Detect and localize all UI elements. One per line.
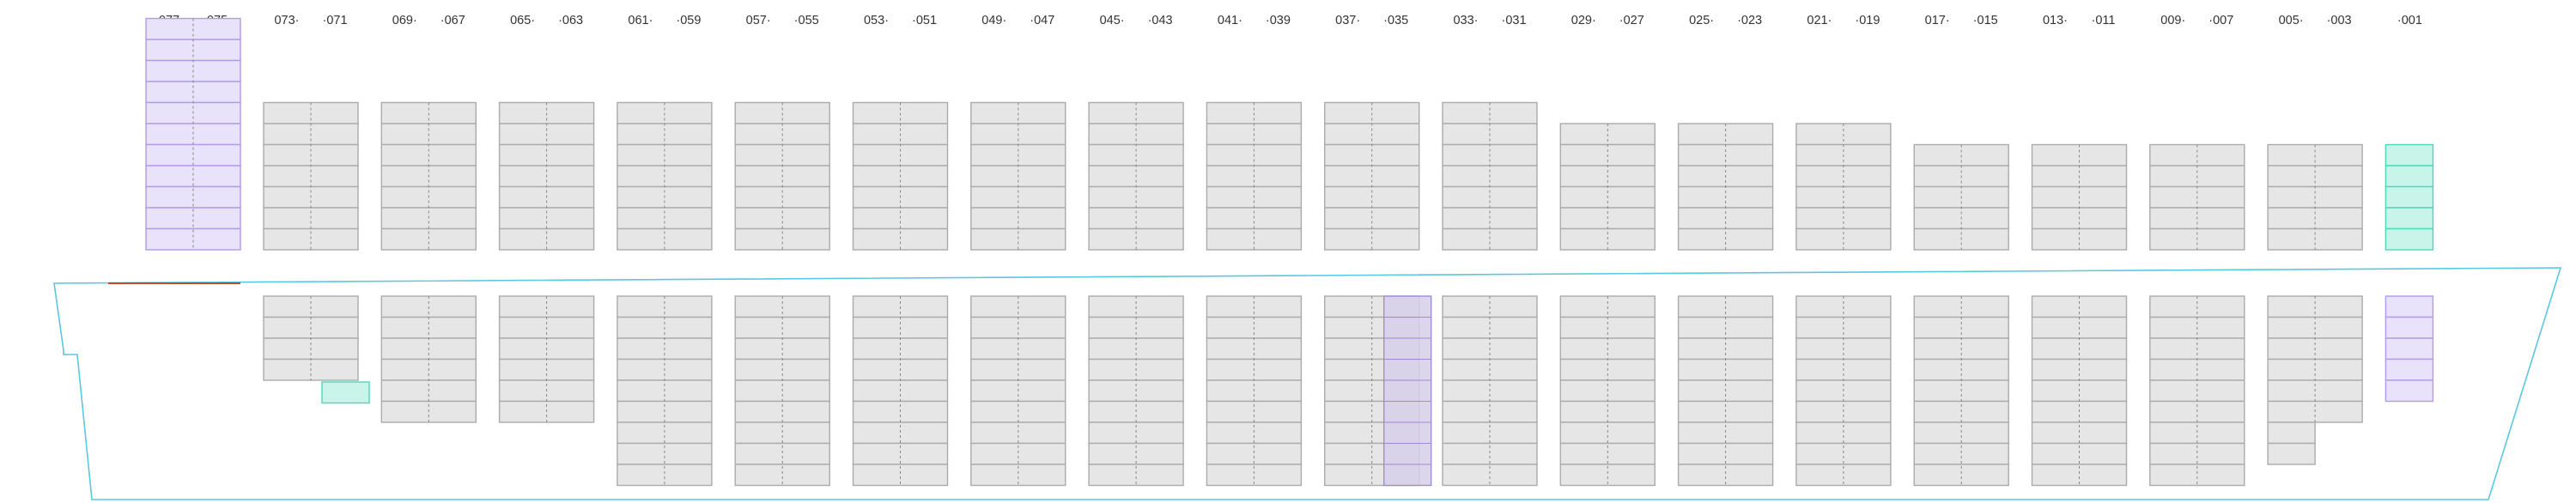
deck-slot[interactable] bbox=[2385, 143, 2434, 167]
bay-label: ·059 bbox=[676, 14, 701, 27]
hold-slot[interactable] bbox=[1206, 442, 1303, 465]
bay-061-059[interactable] bbox=[617, 101, 713, 487]
bay-label: ·043 bbox=[1148, 14, 1173, 27]
bay-label: ·027 bbox=[1619, 14, 1644, 27]
deck-slot[interactable] bbox=[2385, 227, 2434, 251]
bay-label: ·031 bbox=[1501, 14, 1526, 27]
bay-label: 009· bbox=[2160, 14, 2185, 27]
hold-slot[interactable] bbox=[2267, 442, 2316, 465]
bay-label: ·039 bbox=[1266, 14, 1291, 27]
bay-label: 057· bbox=[746, 14, 771, 27]
hold-slot[interactable] bbox=[2267, 421, 2316, 445]
bay-label: ·015 bbox=[1973, 14, 1998, 27]
bay-label: 029· bbox=[1571, 14, 1596, 27]
bay-045-043[interactable] bbox=[1088, 101, 1184, 487]
bay-label: 065· bbox=[510, 14, 535, 27]
bay-label: ·063 bbox=[558, 14, 583, 27]
bay-label: 021· bbox=[1807, 14, 1832, 27]
bay-label: 049· bbox=[981, 14, 1006, 27]
bay-025-023[interactable] bbox=[1677, 123, 1774, 487]
hold-slot[interactable] bbox=[2385, 379, 2434, 403]
bay-label: 037· bbox=[1335, 14, 1360, 27]
bay-009-007[interactable] bbox=[2149, 143, 2245, 487]
hold-slot[interactable] bbox=[380, 358, 477, 381]
hold-slot[interactable] bbox=[2385, 316, 2434, 339]
hold-slot[interactable] bbox=[2385, 358, 2434, 381]
bay-053-051[interactable] bbox=[852, 101, 949, 487]
bay-049-047[interactable] bbox=[970, 101, 1066, 487]
bay-label: ·001 bbox=[2397, 14, 2422, 27]
bay-label: ·035 bbox=[1383, 14, 1408, 27]
bay-labels: 077075073··071069··067065··063061··05905… bbox=[159, 14, 2422, 27]
hold-slot[interactable] bbox=[2385, 337, 2434, 361]
bay-057-055[interactable] bbox=[734, 101, 830, 487]
bay-001[interactable] bbox=[2385, 143, 2434, 403]
ship-hull bbox=[53, 267, 2562, 500]
bay-label: ·055 bbox=[794, 14, 819, 27]
bay-label: ·019 bbox=[1855, 14, 1880, 27]
bay-label: ·067 bbox=[440, 14, 465, 27]
bays bbox=[145, 17, 2434, 487]
hold-highlight-column[interactable] bbox=[1382, 295, 1432, 487]
hold-extra-slot[interactable] bbox=[321, 381, 370, 404]
deck-slot[interactable] bbox=[2385, 185, 2434, 209]
bay-017-015[interactable] bbox=[1913, 143, 2009, 487]
bay-label: 017· bbox=[1925, 14, 1950, 27]
bay-label: ·047 bbox=[1030, 14, 1054, 27]
bay-label: ·023 bbox=[1737, 14, 1762, 27]
bay-label: 061· bbox=[628, 14, 653, 27]
bay-label: 073· bbox=[274, 14, 299, 27]
bay-label: ·007 bbox=[2208, 14, 2233, 27]
bay-077-075[interactable] bbox=[145, 17, 241, 251]
hold-slot[interactable] bbox=[1088, 421, 1184, 445]
bay-029-027[interactable] bbox=[1559, 123, 1656, 487]
hull-outline bbox=[53, 267, 2562, 500]
bay-037-035[interactable] bbox=[1323, 101, 1432, 487]
bay-label: ·051 bbox=[912, 14, 937, 27]
bay-label: 005· bbox=[2279, 14, 2304, 27]
bay-065-063[interactable] bbox=[498, 101, 595, 423]
bay-021-019[interactable] bbox=[1795, 123, 1892, 487]
bay-label: 045· bbox=[1100, 14, 1125, 27]
deck-slot[interactable] bbox=[2385, 207, 2434, 230]
bay-label: ·071 bbox=[322, 14, 347, 27]
bay-label: 053· bbox=[864, 14, 889, 27]
bay-073-071[interactable] bbox=[263, 101, 370, 404]
bay-041-039[interactable] bbox=[1206, 101, 1303, 487]
bay-label: 013· bbox=[2043, 14, 2068, 27]
bay-label: ·011 bbox=[2092, 14, 2116, 27]
bay-label: 033· bbox=[1453, 14, 1478, 27]
bay-label: 069· bbox=[392, 14, 417, 27]
hold-slot[interactable] bbox=[2385, 295, 2434, 318]
bay-005-003[interactable] bbox=[2267, 143, 2363, 465]
bay-033-031[interactable] bbox=[1442, 101, 1538, 487]
bay-label: ·003 bbox=[2327, 14, 2352, 27]
hold-slot[interactable] bbox=[970, 421, 1066, 445]
deck-slot[interactable] bbox=[617, 165, 713, 188]
bay-013-011[interactable] bbox=[2031, 143, 2128, 487]
bay-label: 041· bbox=[1218, 14, 1242, 27]
deck-slot[interactable] bbox=[2385, 165, 2434, 188]
bay-label: 025· bbox=[1689, 14, 1714, 27]
bay-069-067[interactable] bbox=[380, 101, 477, 423]
